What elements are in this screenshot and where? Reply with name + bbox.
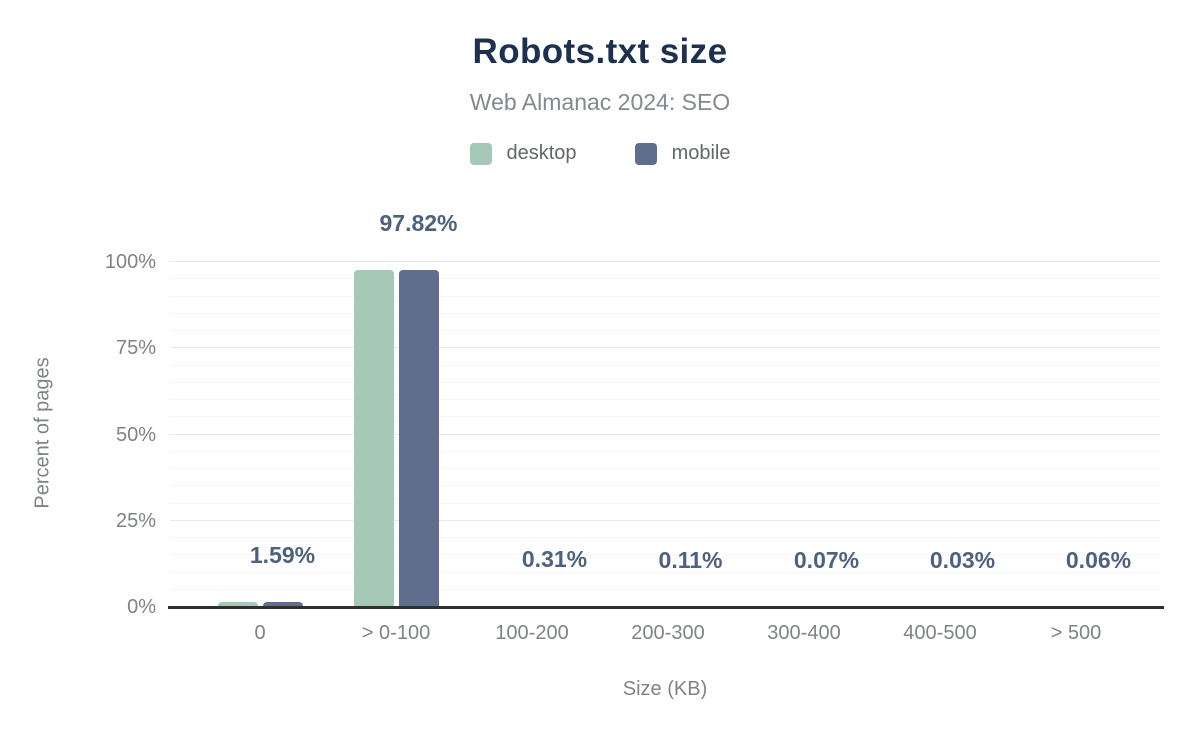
bar-group [217,601,303,607]
mobile-bar [398,269,439,607]
data-label: 0.06% [1065,546,1132,573]
chart-subtitle: Web Almanac 2024: SEO [469,89,731,115]
gridline [170,433,1160,435]
mobile-bar [262,601,303,607]
x-axis-tick-label: > 500 [1050,622,1102,644]
gridline [170,278,1160,280]
x-axis-tick-label: 200-300 [631,622,705,644]
gridline [170,468,1160,469]
mobile-swatch-icon [634,142,657,165]
data-label: 0.11% [658,546,723,573]
x-axis-tick-label: 300-400 [767,622,841,644]
desktop-swatch-icon [469,142,492,165]
gridline [170,588,1160,590]
gridline [170,312,1160,314]
plot-area: Size (KB) 0% 25% 50% 75% 100% 1.59% 0 97.82% > 0… [105,210,1164,700]
x-axis-title: Size (KB) [622,678,708,700]
gridline [170,554,1160,556]
desktop-bar [217,601,258,607]
data-label: 97.82% [379,209,458,236]
gridline [170,519,1160,521]
data-label: 0.07% [793,546,860,573]
gridline [170,347,1160,349]
gridline [170,450,1160,452]
chart-title: Robots.txt size [472,32,728,71]
x-axis-tick-label: 0 [254,622,266,644]
data-label: 0.31% [521,545,588,572]
x-axis-line [168,606,1164,609]
gridline [170,295,1160,297]
bar-group [353,269,439,607]
gridline [170,364,1160,366]
gridline [170,571,1160,573]
gridline [170,399,1160,400]
legend-item-mobile[interactable]: mobile [634,142,731,165]
legend: desktop mobile [0,142,1200,165]
legend-item-desktop[interactable]: desktop [469,142,577,165]
y-axis-tick-label: 50% [115,423,156,446]
y-axis-title: Percent of pages [31,357,54,509]
y-axis-tick-label: 100% [104,251,156,273]
legend-label-desktop: desktop [506,142,577,164]
gridline [170,537,1160,538]
gridline [170,485,1160,487]
data-label: 0.03% [929,546,996,573]
gridline [170,381,1160,383]
y-axis-tick-label: 75% [115,337,156,360]
x-axis-tick-label: 400-500 [903,622,977,644]
gridline [170,330,1160,331]
gridline [170,416,1160,418]
desktop-bar [353,269,394,607]
y-axis-tick-label: 25% [115,509,156,532]
x-axis-tick-label: 100-200 [495,622,569,644]
x-axis-tick-label: > 0-100 [361,622,431,644]
y-axis-tick-label: 0% [127,596,156,618]
gridline [170,502,1160,504]
gridline [170,261,1160,262]
legend-label-mobile: mobile [671,142,731,164]
data-label: 1.59% [249,541,316,568]
